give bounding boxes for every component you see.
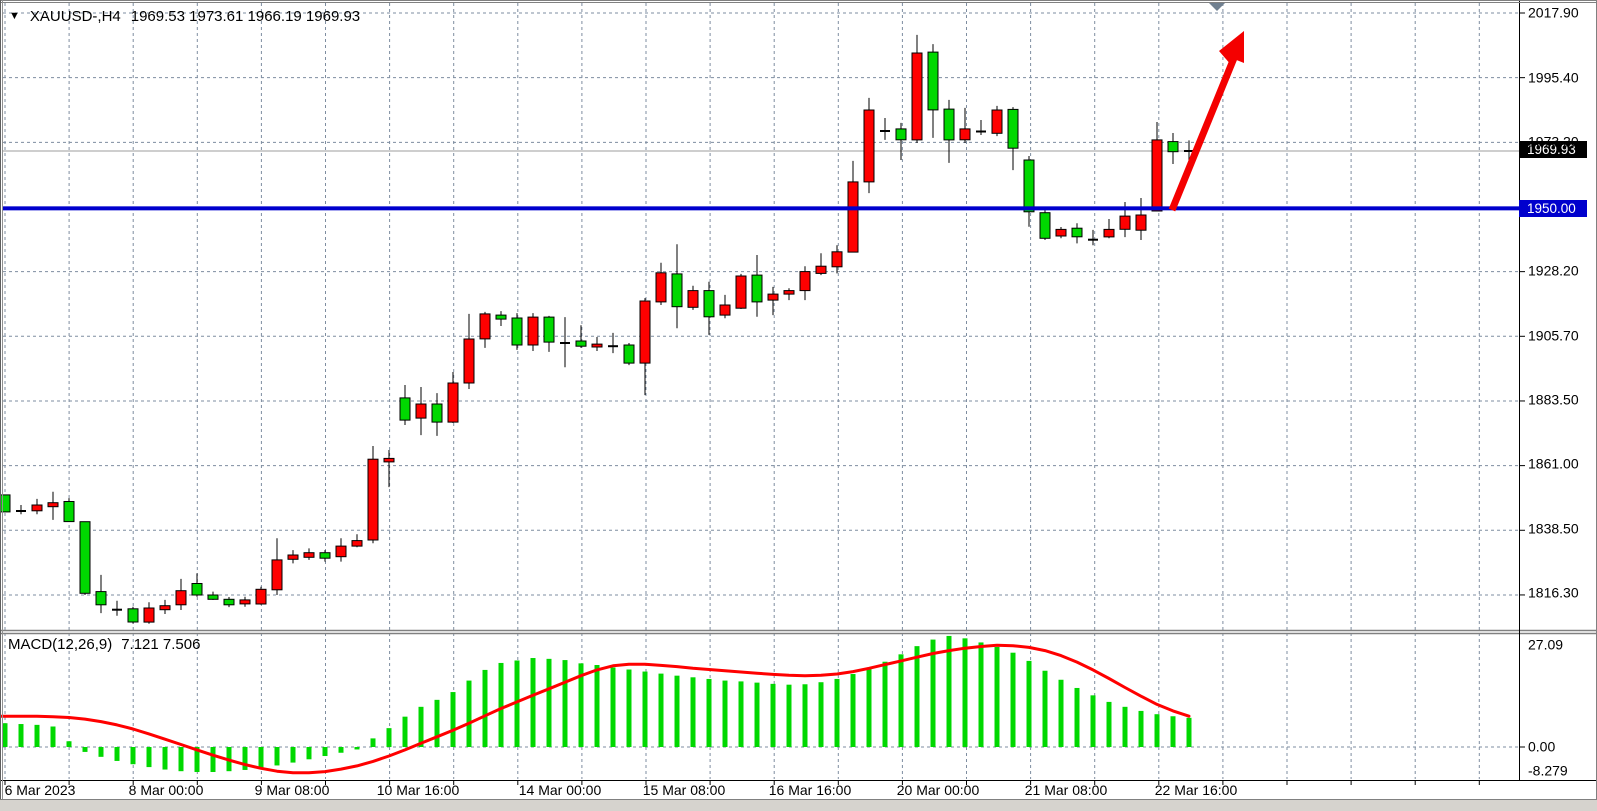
macd-histogram — [2, 635, 1192, 773]
support-line-object[interactable] — [3, 206, 1519, 211]
trend-arrow-up[interactable] — [1168, 31, 1244, 212]
grid-lines — [3, 3, 1519, 779]
candlesticks — [0, 34, 1194, 624]
macd-signal-line — [0, 643, 1191, 775]
bar-position-marker-icon — [1209, 3, 1225, 11]
